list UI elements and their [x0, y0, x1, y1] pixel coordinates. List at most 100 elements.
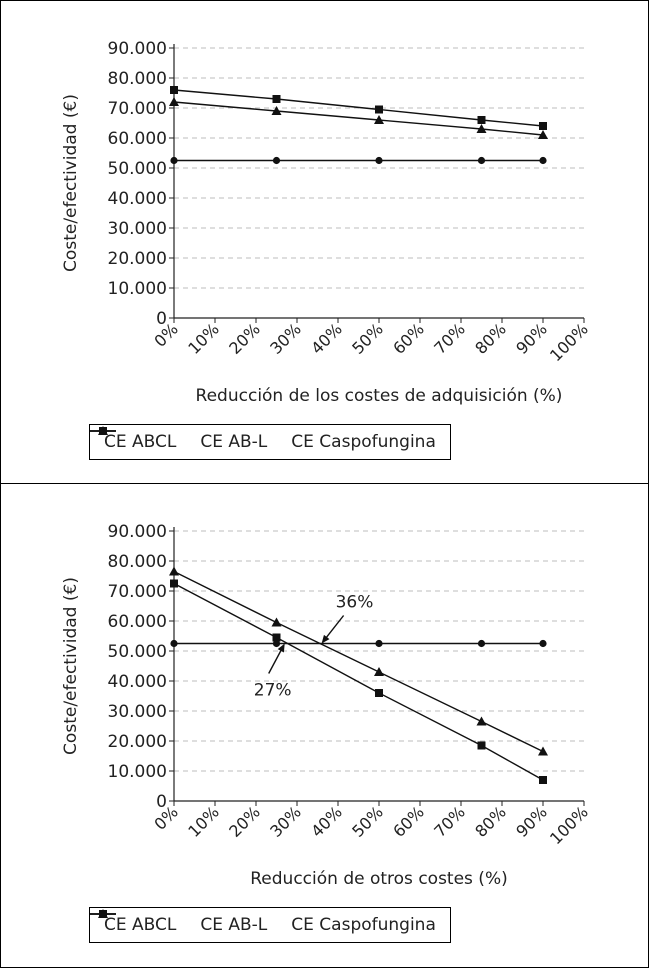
- x-tick-label: 80%: [471, 802, 510, 841]
- data-point-ce-caspofungina: [375, 105, 383, 114]
- x-tick-label: 100%: [546, 319, 592, 365]
- x-tick-label: 10%: [184, 319, 223, 358]
- x-tick-label: 60%: [389, 802, 428, 841]
- annotation-arrowhead: [277, 643, 285, 653]
- data-point-ce-ab-l: [271, 106, 282, 115]
- data-point-ce-abcl: [477, 639, 486, 648]
- data-point-ce-caspofungina: [170, 579, 178, 588]
- data-point-ce-abcl: [539, 639, 547, 648]
- y-tick-label: 40.000: [108, 189, 167, 209]
- legend-marker: [99, 910, 107, 918]
- x-tick-label: 50%: [348, 319, 387, 358]
- data-point-ce-caspofungina: [477, 741, 486, 750]
- data-point-ce-caspofungina: [375, 689, 383, 697]
- x-tick-label: 90%: [512, 802, 551, 841]
- data-point-ce-abcl: [170, 156, 178, 165]
- y-tick-label: 60.000: [108, 129, 167, 149]
- x-tick-label: 20%: [225, 319, 264, 358]
- data-point-ce-abcl: [477, 156, 486, 165]
- data-point-ce-caspofungina: [272, 633, 281, 642]
- legend-label: CE Caspofungina: [291, 432, 436, 452]
- y-axis-title: Coste/efectividad (€): [61, 577, 81, 755]
- data-point-ce-caspofungina: [477, 116, 486, 124]
- chart-svg-bottom: 0 10.000 20.000 30.000 40.000 50.000 60.000 70.…: [61, 522, 592, 889]
- x-axis-title: Reducción de otros costes (%): [250, 869, 507, 889]
- data-point-ce-abcl: [375, 156, 383, 165]
- x-tick-label: 80%: [471, 319, 510, 358]
- data-point-ce-abcl: [272, 639, 281, 648]
- annotation-arrowhead: [321, 634, 330, 644]
- x-tick-label: 70%: [430, 319, 469, 358]
- y-tick-label: 0: [156, 309, 167, 329]
- square-marker-icon: [90, 427, 116, 435]
- legend-marker: [99, 427, 107, 435]
- data-point-ce-ab-l: [374, 115, 384, 124]
- legend-label: CE ABCL: [104, 915, 177, 935]
- legend-label: CE AB-L: [200, 915, 268, 935]
- chart-svg-top: 0 10.000 20.000 30.000 40.000 50.000 60.000 70.…: [61, 39, 592, 406]
- data-point-ce-caspofungina: [170, 86, 178, 94]
- y-tick-label: 50.000: [108, 642, 167, 662]
- chart-panel-bottom: 0 10.000 20.000 30.000 40.000 50.000 60.000 70.…: [1, 484, 648, 967]
- annotation-label: 36%: [336, 593, 374, 613]
- data-point-ce-ab-l: [538, 746, 548, 756]
- x-tick-label: 100%: [546, 802, 592, 848]
- data-point-ce-ab-l: [374, 667, 384, 676]
- chart-panel-top: 0 10.000 20.000 30.000 40.000 50.000 60.000 70.…: [1, 1, 648, 484]
- panel-divider: [1, 483, 648, 484]
- data-point-ce-ab-l: [169, 566, 179, 576]
- x-tick-label: 0%: [150, 319, 181, 350]
- legend-bottom: CE ABCL CE AB-L CE Caspofungina: [89, 907, 451, 943]
- y-tick-label: 90.000: [108, 39, 167, 59]
- data-point-ce-abcl: [539, 156, 547, 165]
- y-tick-label: 80.000: [108, 69, 167, 89]
- x-tick-label: 30%: [266, 802, 305, 841]
- x-tick-label: 50%: [348, 802, 387, 841]
- data-point-ce-abcl: [170, 639, 178, 648]
- x-tick-label: 30%: [266, 319, 305, 358]
- y-tick-label: 70.000: [108, 99, 167, 119]
- data-point-ce-caspofungina: [272, 95, 281, 103]
- legend-item-ce-ab-l: CE AB-L: [90, 909, 268, 935]
- x-tick-label: 0%: [150, 802, 181, 833]
- data-point-ce-ab-l: [538, 130, 548, 139]
- legend-label: CE Caspofungina: [291, 915, 436, 935]
- data-point-ce-abcl: [375, 639, 383, 648]
- legend-label: CE ABCL: [104, 432, 177, 452]
- y-tick-label: 10.000: [108, 279, 167, 299]
- annotation-label: 27%: [254, 681, 292, 701]
- legend-item-ce-caspofungina: CE Caspofungina: [90, 910, 436, 935]
- legend-item-ce-caspofungina: CE Caspofungina: [90, 427, 436, 452]
- x-tick-label: 40%: [307, 319, 346, 358]
- legend-top: CE ABCL CE AB-L CE Caspofungina: [89, 424, 451, 460]
- y-tick-label: 40.000: [108, 672, 167, 692]
- legend-item-ce-ab-l: CE AB-L: [90, 426, 268, 452]
- y-tick-label: 80.000: [108, 552, 167, 572]
- square-marker-icon: [90, 910, 116, 918]
- y-tick-label: 60.000: [108, 612, 167, 632]
- y-tick-label: 70.000: [108, 582, 167, 602]
- x-tick-label: 40%: [307, 802, 346, 841]
- y-tick-label: 20.000: [108, 249, 167, 269]
- y-tick-label: 0: [156, 792, 167, 812]
- y-tick-label: 30.000: [108, 702, 167, 722]
- x-tick-label: 70%: [430, 802, 469, 841]
- legend-label: CE AB-L: [200, 432, 268, 452]
- y-axis-title: Coste/efectividad (€): [61, 94, 81, 272]
- data-point-ce-abcl: [272, 156, 281, 165]
- y-tick-label: 50.000: [108, 159, 167, 179]
- x-tick-label: 90%: [512, 319, 551, 358]
- y-tick-label: 30.000: [108, 219, 167, 239]
- y-tick-label: 90.000: [108, 522, 167, 542]
- x-tick-label: 60%: [389, 319, 428, 358]
- series-line-ce-caspofungina: [173, 582, 544, 781]
- data-point-ce-ab-l: [476, 124, 487, 133]
- data-point-ce-ab-l: [271, 617, 282, 627]
- y-tick-label: 20.000: [108, 732, 167, 752]
- y-tick-label: 10.000: [108, 762, 167, 782]
- data-point-ce-ab-l: [476, 716, 487, 726]
- x-tick-label: 20%: [225, 802, 264, 841]
- data-point-ce-ab-l: [169, 97, 179, 106]
- data-point-ce-caspofungina: [539, 776, 547, 784]
